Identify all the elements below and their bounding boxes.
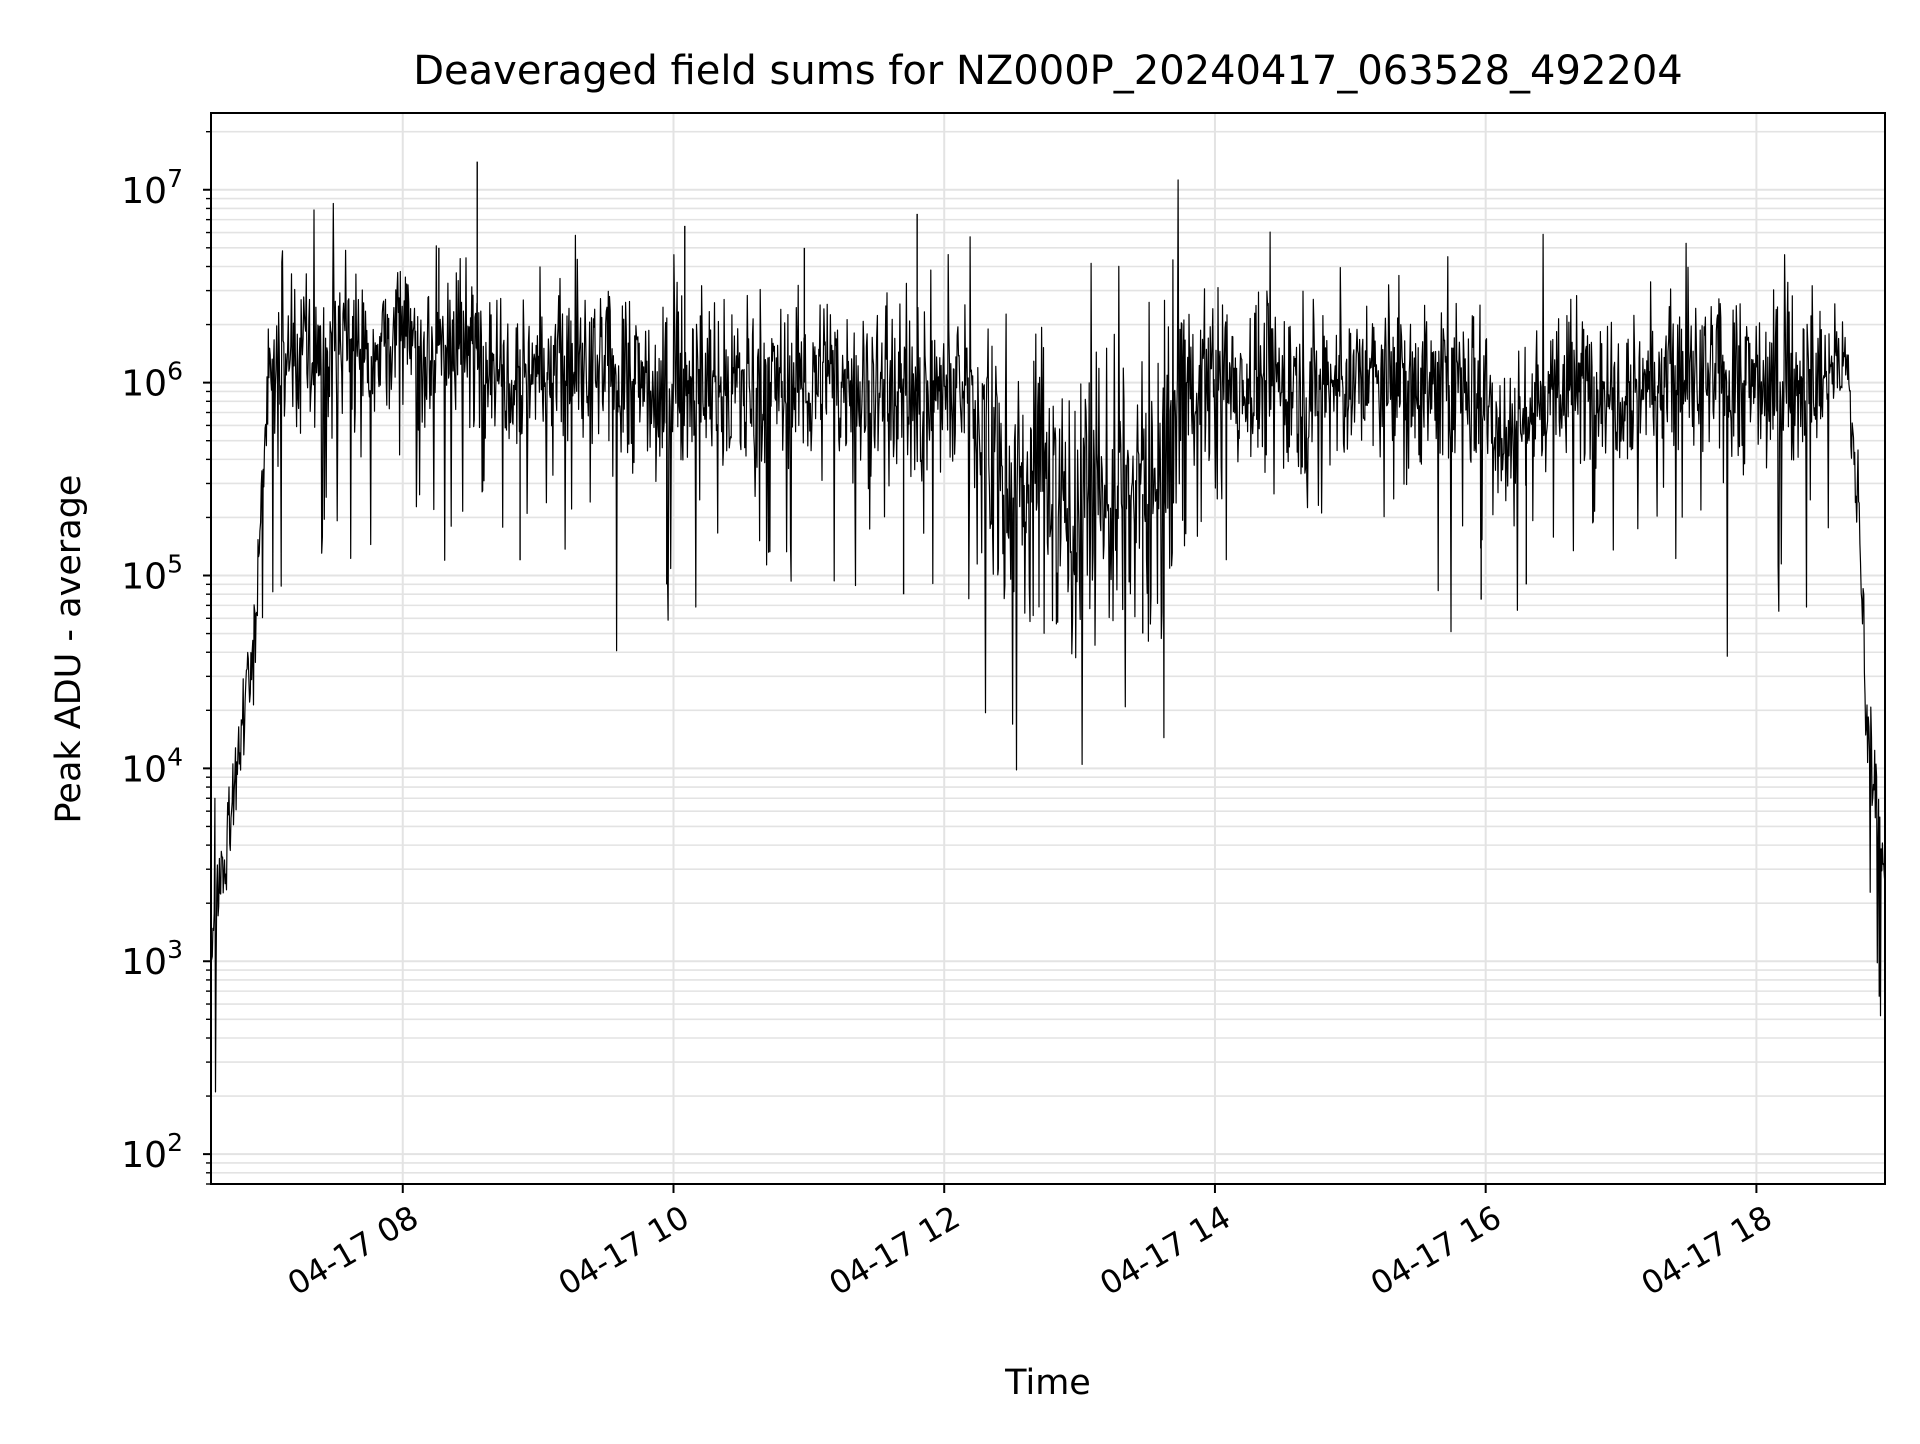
data-series — [210, 161, 1886, 1093]
y-tick-label: 104 — [121, 742, 183, 790]
y-tick-label: 107 — [121, 164, 183, 212]
plot-frame — [210, 112, 1886, 1185]
y-axis-label: Peak ADU - average — [49, 475, 89, 824]
x-axis-label: Time — [1004, 1363, 1091, 1403]
y-tick-label: 102 — [121, 1128, 183, 1176]
y-tick-label: 103 — [121, 935, 183, 983]
chart-title: Deaveraged field sums for NZ000P_2024041… — [413, 48, 1683, 94]
series-line — [210, 179, 1886, 1093]
y-tick-label: 105 — [121, 550, 183, 598]
y-tick-label: 106 — [121, 357, 183, 405]
